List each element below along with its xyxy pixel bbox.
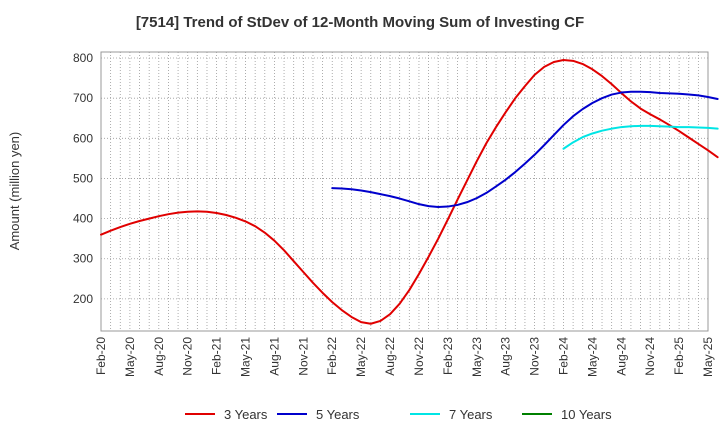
y-tick-label: 400 — [73, 212, 93, 226]
x-tick-label: May-21 — [239, 337, 253, 377]
y-tick-label: 700 — [73, 91, 93, 105]
x-tick-label: Feb-23 — [441, 337, 455, 375]
x-tick-label: Nov-20 — [181, 337, 195, 376]
x-tick-label: May-22 — [354, 337, 368, 377]
x-tick-label: May-24 — [585, 337, 599, 377]
series-line-3-years — [100, 59, 719, 325]
chart-title: [7514] Trend of StDev of 12-Month Moving… — [135, 14, 585, 31]
x-tick-label: Nov-24 — [643, 337, 657, 376]
y-tick-label: 600 — [73, 131, 93, 145]
y-tick-label: 200 — [73, 292, 93, 306]
x-tick-label: Feb-25 — [672, 337, 686, 375]
x-tick-label: May-23 — [470, 337, 484, 377]
x-tick-label: Aug-23 — [499, 337, 513, 376]
y-tick-label: 800 — [73, 51, 93, 65]
x-tick-label: Feb-21 — [210, 337, 224, 375]
x-tick-label: Feb-22 — [325, 337, 339, 375]
legend-label: 10 Years — [561, 407, 612, 422]
x-tick-label: Aug-21 — [267, 337, 281, 376]
x-tick-label: Nov-23 — [528, 337, 542, 376]
x-tick-label: Aug-24 — [614, 337, 628, 376]
x-tick-label: Nov-21 — [296, 337, 310, 376]
x-tick-label: Aug-22 — [383, 337, 397, 376]
x-tick-label: Feb-20 — [94, 337, 108, 375]
legend: 3 Years 5 Years 7 Years 10 Years — [185, 407, 612, 422]
x-tick-label: Nov-22 — [412, 337, 426, 376]
legend-label: 7 Years — [449, 407, 493, 422]
x-tick-label: Feb-24 — [556, 337, 570, 375]
series-line-5-years — [331, 90, 719, 208]
plot-area: 200 300 400 500 600 700 800 Feb-20 May-20 Aug-20 N… — [73, 51, 719, 377]
plot-border — [100, 51, 709, 332]
x-tick-label: Aug-20 — [152, 337, 166, 376]
legend-label: 5 Years — [316, 407, 360, 422]
y-tick-label: 300 — [73, 252, 93, 266]
series-line-7-years — [562, 124, 719, 150]
y-axis-label: Amount (million yen) — [7, 132, 22, 251]
y-tick-label: 500 — [73, 171, 93, 185]
legend-label: 3 Years — [224, 407, 268, 422]
x-tick-label: May-20 — [123, 337, 137, 377]
x-tick-label: May-25 — [701, 337, 715, 377]
